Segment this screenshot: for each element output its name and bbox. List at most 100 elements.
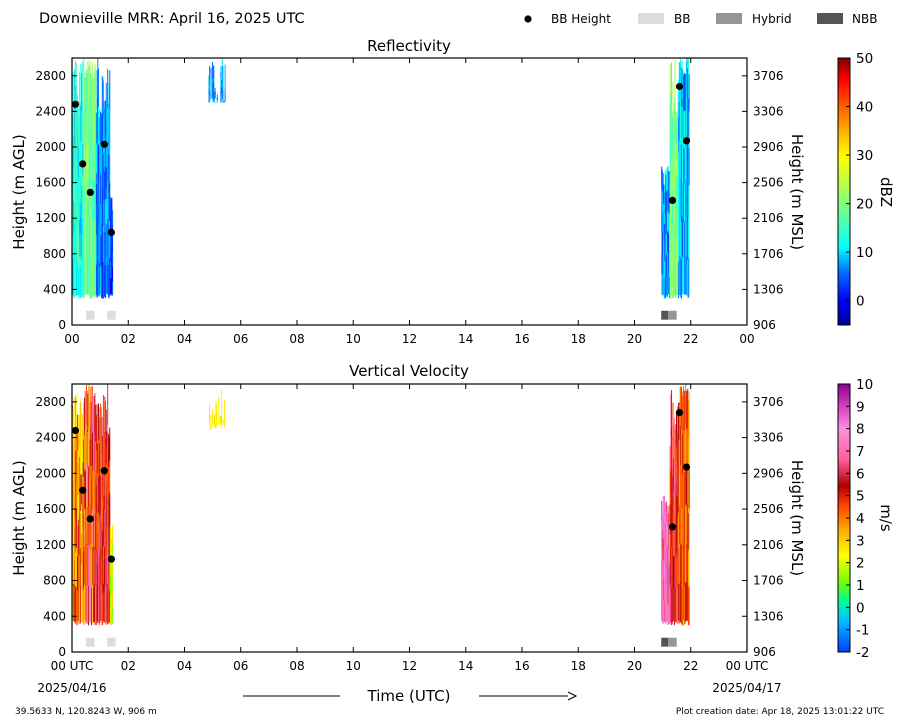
echo-cell bbox=[224, 76, 226, 84]
echo-cell bbox=[93, 433, 95, 472]
echo-cell bbox=[91, 101, 93, 141]
echo-cell bbox=[667, 251, 669, 273]
echo-cell bbox=[73, 200, 75, 234]
y-tick-label: 2400 bbox=[35, 431, 66, 445]
echo-cell bbox=[109, 543, 111, 561]
echo-cell bbox=[672, 153, 674, 190]
echo-cell bbox=[96, 512, 98, 549]
echo-cell bbox=[74, 99, 76, 140]
reflectivity-bb-type-layer bbox=[86, 310, 677, 320]
echo-cell bbox=[112, 252, 114, 268]
echo-cell bbox=[221, 402, 223, 410]
echo-cell bbox=[675, 235, 677, 267]
echo-cell bbox=[107, 143, 109, 182]
echo-cell bbox=[687, 144, 689, 184]
echo-cell bbox=[98, 147, 100, 178]
velocity-colorbar-label: m/s bbox=[877, 504, 895, 532]
echo-cell bbox=[98, 555, 100, 591]
echo-cell bbox=[664, 276, 666, 299]
echo-cell bbox=[661, 566, 663, 586]
bb-height-point bbox=[675, 82, 684, 91]
echo-cell bbox=[90, 152, 92, 189]
echo-cell bbox=[98, 439, 100, 477]
echo-cell bbox=[672, 261, 674, 298]
echo-cell bbox=[678, 586, 680, 624]
echo-cell bbox=[664, 223, 666, 243]
echo-cell bbox=[678, 402, 680, 440]
echo-cell bbox=[74, 469, 76, 501]
echo-cell bbox=[675, 411, 677, 448]
echo-cell bbox=[86, 257, 88, 295]
echo-cell bbox=[222, 95, 224, 103]
reflectivity-title: Reflectivity bbox=[367, 37, 451, 55]
echo-cell bbox=[673, 588, 675, 621]
echo-cell bbox=[77, 431, 79, 464]
echo-cell bbox=[216, 100, 218, 103]
echo-cell bbox=[112, 280, 114, 296]
echo-cell bbox=[672, 81, 674, 118]
echo-cell bbox=[209, 406, 211, 412]
echo-cell bbox=[688, 221, 690, 259]
echo-cell bbox=[661, 273, 663, 296]
echo-cell bbox=[682, 219, 684, 258]
bb-type-hybrid-box bbox=[668, 637, 677, 647]
echo-cell bbox=[668, 604, 670, 625]
echo-cell bbox=[93, 406, 95, 443]
echo-cell bbox=[79, 423, 81, 458]
echo-cell bbox=[675, 204, 677, 236]
echo-cell bbox=[211, 62, 213, 69]
echo-cell bbox=[687, 137, 689, 179]
echo-cell bbox=[214, 100, 216, 103]
echo-cell bbox=[673, 418, 675, 454]
echo-cell bbox=[671, 62, 673, 102]
echo-cell bbox=[108, 262, 110, 299]
x-tick-label: 00 UTC bbox=[51, 659, 94, 673]
echo-cell bbox=[680, 98, 682, 139]
echo-cell bbox=[88, 502, 90, 543]
bb-legend-label: BB bbox=[674, 12, 690, 26]
echo-cell bbox=[681, 176, 683, 217]
echo-cell bbox=[81, 563, 83, 594]
echo-cell bbox=[661, 211, 663, 233]
echo-cell bbox=[673, 198, 675, 231]
colorbar-tick-label: 3 bbox=[856, 533, 865, 549]
echo-cell bbox=[90, 401, 92, 440]
echo-cell bbox=[680, 182, 682, 222]
colorbar-tick-label: 8 bbox=[856, 422, 865, 438]
echo-cell bbox=[85, 433, 87, 472]
echo-cell bbox=[99, 201, 101, 233]
colorbar-tick-label: 1 bbox=[856, 578, 865, 594]
echo-cell bbox=[88, 426, 90, 467]
echo-cell bbox=[95, 173, 97, 205]
echo-cell bbox=[684, 257, 686, 295]
echo-cell bbox=[81, 100, 83, 141]
echo-cell bbox=[79, 513, 81, 551]
echo-cell bbox=[666, 189, 668, 211]
echo-cell bbox=[90, 224, 92, 261]
echo-cell bbox=[668, 513, 670, 533]
echo-cell bbox=[98, 585, 100, 622]
echo-cell bbox=[673, 102, 675, 136]
echo-cell bbox=[664, 255, 666, 278]
echo-cell bbox=[109, 261, 111, 279]
echo-cell bbox=[666, 190, 668, 213]
echo-cell bbox=[674, 590, 676, 624]
echo-cell bbox=[216, 97, 218, 99]
echo-cell bbox=[680, 144, 682, 184]
echo-cell bbox=[107, 168, 109, 201]
echo-cell bbox=[667, 604, 669, 625]
echo-cell bbox=[676, 233, 678, 265]
echo-cell bbox=[79, 219, 81, 258]
echo-cell bbox=[221, 91, 223, 99]
echo-cell bbox=[673, 521, 675, 557]
echo-cell bbox=[105, 258, 107, 294]
echo-cell bbox=[223, 417, 225, 423]
echo-cell bbox=[661, 540, 663, 562]
echo-cell bbox=[107, 543, 109, 585]
echo-cell bbox=[104, 546, 106, 585]
echo-cell bbox=[79, 265, 81, 298]
echo-cell bbox=[80, 140, 82, 180]
echo-cell bbox=[89, 179, 91, 220]
echo-cell bbox=[210, 78, 212, 84]
echo-cell bbox=[687, 466, 689, 506]
